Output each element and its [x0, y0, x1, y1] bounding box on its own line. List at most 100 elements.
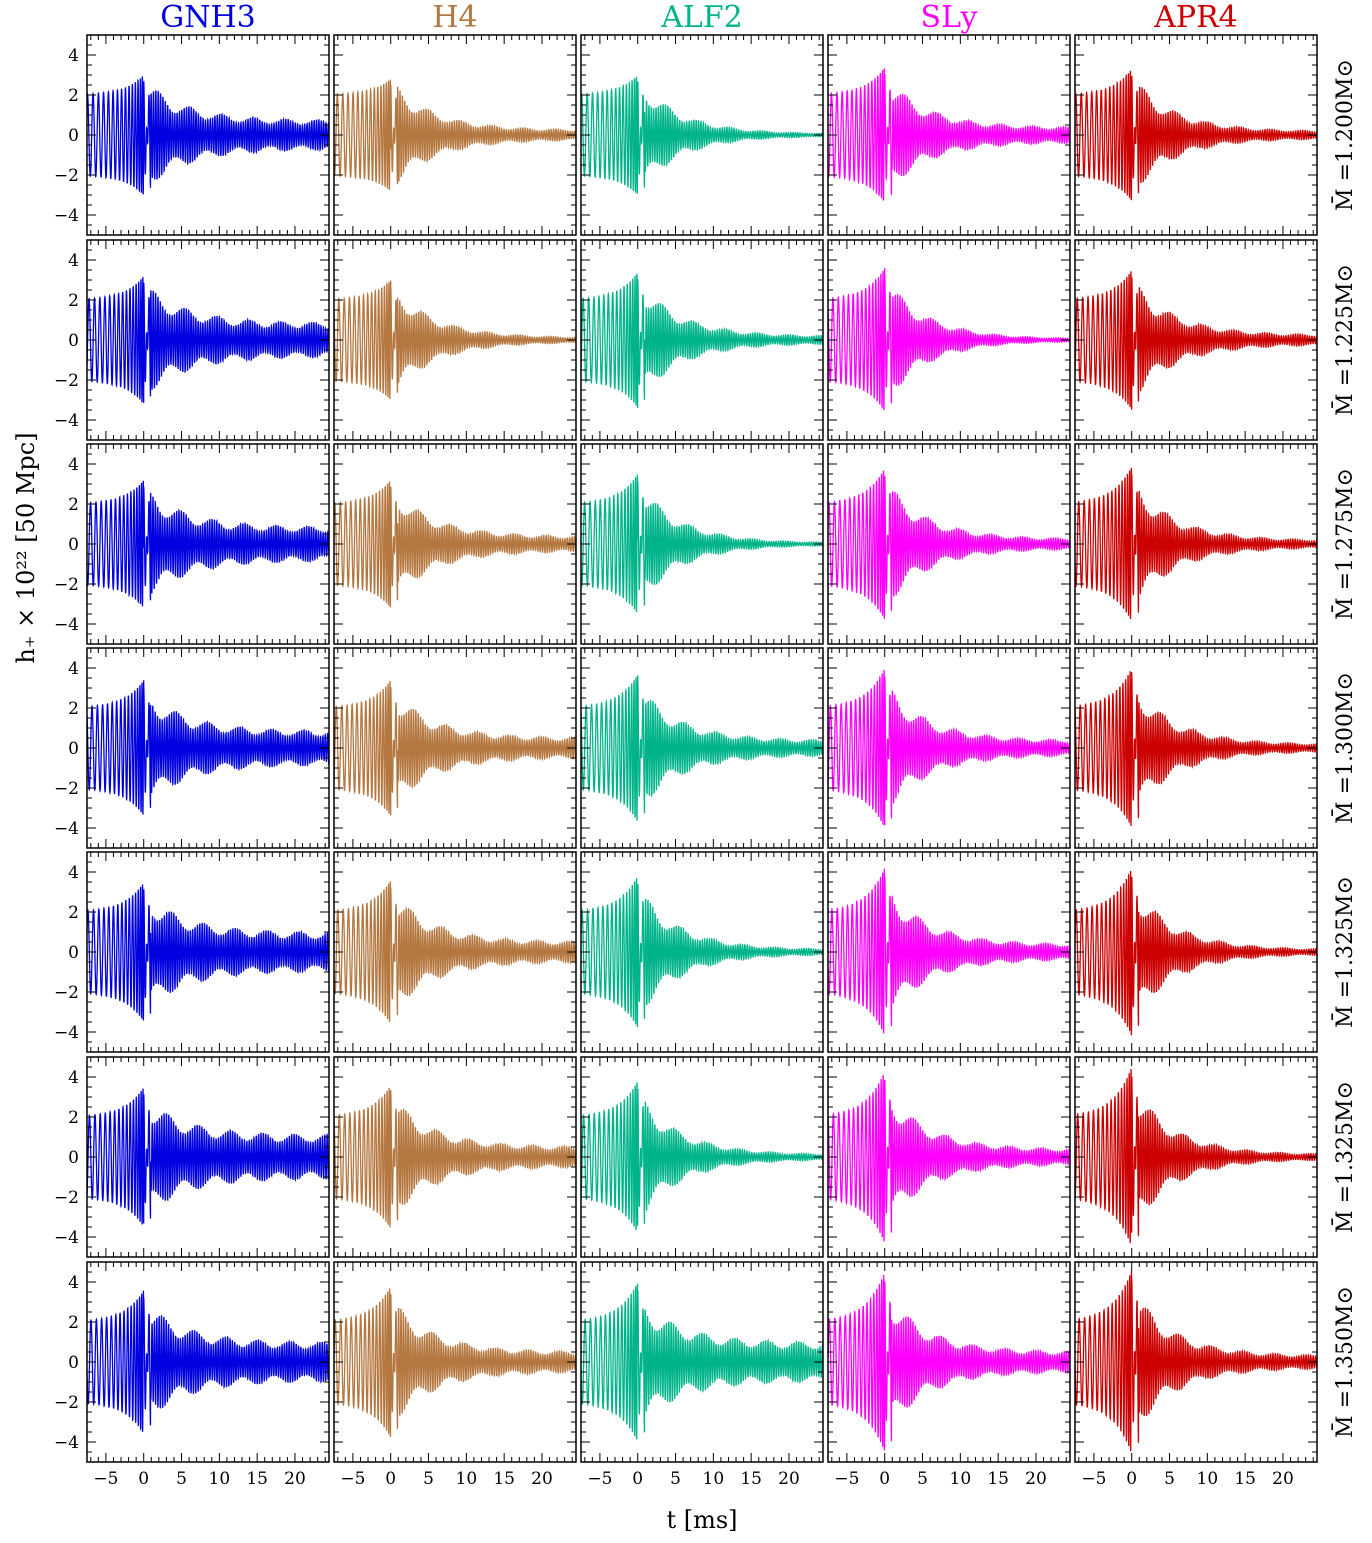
panel-apr4-row-7: −5 0 5 10 15 20	[1074, 1261, 1318, 1489]
y-tick-label: 0	[68, 1353, 79, 1373]
panel-gnh3-row-6: 4 2 0 −2 −4	[54, 1056, 330, 1258]
x-tick-label: 15	[1234, 1469, 1256, 1489]
y-tick-label: 0	[68, 535, 79, 555]
y-tick-label: 4	[68, 251, 79, 271]
waveform-series	[87, 884, 329, 1021]
x-tick-label: −5	[587, 1469, 612, 1489]
row-label-mass: M̄ =1.350M⊙	[1331, 1286, 1358, 1438]
y-tick-label: −4	[54, 1023, 79, 1043]
waveform-series	[828, 868, 1070, 1034]
y-tick-label: 2	[68, 291, 79, 311]
waveform-series	[1075, 671, 1317, 827]
panel-sly-row-3	[827, 443, 1071, 645]
y-tick-label: 2	[68, 495, 79, 515]
row-label-mass: M̄ =1.200M⊙	[1331, 59, 1358, 211]
row-label-mass: M̄ =1.275M⊙	[1331, 468, 1358, 620]
panel-h4-row-5	[333, 851, 577, 1053]
y-tick-label: 2	[68, 903, 79, 923]
panels: 420−2−4420−2−4420−2−4420−2−4420−2−4420−2…	[54, 34, 1318, 1489]
panel-sly-row-2	[827, 239, 1071, 441]
waveform-series	[581, 76, 823, 194]
x-tick-label: 5	[176, 1469, 187, 1489]
waveform-series	[828, 268, 1070, 411]
y-tick-label: 4	[68, 46, 79, 66]
x-tick-label: 0	[385, 1469, 396, 1489]
x-tick-label: 20	[1272, 1469, 1294, 1489]
waveform-series	[581, 1283, 823, 1440]
y-tick-label: −4	[54, 411, 79, 431]
y-tick-label: 2	[68, 1313, 79, 1333]
waveform-series	[581, 1082, 823, 1231]
x-tick-label: 5	[917, 1469, 928, 1489]
y-tick-label: 4	[68, 863, 79, 883]
x-tick-label: 20	[1025, 1469, 1047, 1489]
column-title-apr4: APR4	[1153, 0, 1238, 35]
y-tick-label: −2	[54, 166, 79, 186]
panel-apr4-row-3	[1074, 443, 1318, 645]
x-tick-label: 0	[138, 1469, 149, 1489]
waveform-series	[87, 277, 329, 404]
x-tick-label: 0	[1126, 1469, 1137, 1489]
y-tick-label: −4	[54, 1433, 79, 1453]
y-axis-label: h₊ × 10²² [50 Mpc]	[12, 432, 40, 663]
panel-h4-row-4	[333, 647, 577, 849]
waveform-series	[334, 280, 576, 399]
waveform-series	[334, 79, 576, 190]
waveform-series	[334, 1287, 576, 1438]
x-tick-label: 15	[493, 1469, 515, 1489]
y-tick-label: 0	[68, 331, 79, 351]
y-tick-label: 2	[68, 699, 79, 719]
waveform-series	[1075, 1270, 1317, 1452]
column-titles: GNH3 H4 ALF2 SLy APR4	[160, 0, 1238, 35]
y-tick-label: −2	[54, 779, 79, 799]
x-tick-label: 10	[950, 1469, 972, 1489]
x-tick-label: 20	[284, 1469, 306, 1489]
y-tick-label: 4	[68, 455, 79, 475]
y-tick-label: 2	[68, 86, 79, 106]
panel-h4-row-1	[333, 34, 577, 236]
y-tick-label: −2	[54, 575, 79, 595]
waveform-series	[828, 1274, 1070, 1451]
panel-apr4-row-2	[1074, 239, 1318, 441]
waveform-series	[334, 881, 576, 1022]
x-tick-label: −5	[93, 1469, 118, 1489]
panel-gnh3-row-4: 4 2 0 −2 −4	[54, 647, 330, 849]
panel-sly-row-7: −5 0 5 10 15 20	[827, 1261, 1071, 1489]
y-tick-label: 0	[68, 1148, 79, 1168]
y-tick-label: 4	[68, 1068, 79, 1088]
waveform-series	[581, 675, 823, 821]
panel-gnh3-row-2: 4 2 0 −2 −4	[54, 239, 330, 441]
waveform-series	[334, 1087, 576, 1228]
x-tick-label: 20	[531, 1469, 553, 1489]
panel-alf2-row-4	[580, 647, 824, 849]
x-tick-label: 0	[879, 1469, 890, 1489]
x-tick-label: 5	[423, 1469, 434, 1489]
y-tick-label: −4	[54, 615, 79, 635]
row-label-mass: M̄ =1.325M⊙	[1331, 1081, 1358, 1233]
waveform-series	[334, 681, 576, 816]
waveform-series	[87, 680, 329, 815]
panel-sly-row-5	[827, 851, 1071, 1053]
y-tick-label: −4	[54, 206, 79, 226]
column-title-gnh3: GNH3	[160, 0, 255, 35]
x-tick-label: 20	[778, 1469, 800, 1489]
waveform-series	[828, 670, 1070, 826]
panel-alf2-row-1	[580, 34, 824, 236]
waveform-series	[1075, 870, 1317, 1036]
x-tick-label: 15	[987, 1469, 1009, 1489]
panel-alf2-row-7: −5 0 5 10 15 20	[580, 1261, 824, 1489]
waveform-series	[581, 878, 823, 1028]
panel-h4-row-7: −5 0 5 10 15 20	[333, 1261, 577, 1489]
waveform-series	[581, 273, 823, 408]
waveform-series	[334, 481, 576, 608]
waveform-series	[1075, 1068, 1317, 1244]
waveform-series	[581, 474, 823, 613]
y-tick-label: −2	[54, 1188, 79, 1208]
panel-apr4-row-5	[1074, 851, 1318, 1053]
waveform-series	[87, 1088, 329, 1225]
y-tick-label: 0	[68, 739, 79, 759]
x-tick-label: 0	[632, 1469, 643, 1489]
panel-gnh3-row-3: 4 2 0 −2 −4	[54, 443, 330, 645]
y-tick-label: 4	[68, 659, 79, 679]
